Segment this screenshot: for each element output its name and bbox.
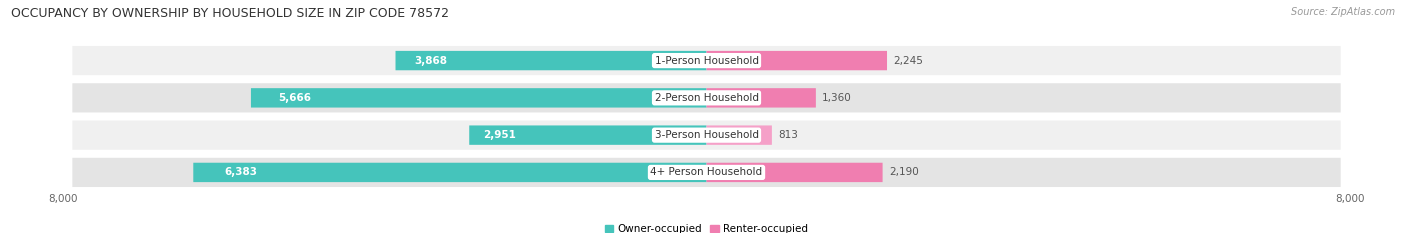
Text: 6,383: 6,383 <box>224 168 257 177</box>
FancyBboxPatch shape <box>72 45 1341 76</box>
Text: 2,951: 2,951 <box>484 130 516 140</box>
FancyBboxPatch shape <box>707 125 772 145</box>
Text: 813: 813 <box>779 130 799 140</box>
Text: 4+ Person Household: 4+ Person Household <box>651 168 762 177</box>
FancyBboxPatch shape <box>707 88 815 108</box>
Text: 1,360: 1,360 <box>823 93 852 103</box>
FancyBboxPatch shape <box>707 163 883 182</box>
Text: 2,245: 2,245 <box>893 56 924 65</box>
Text: 2,190: 2,190 <box>889 168 918 177</box>
FancyBboxPatch shape <box>395 51 707 70</box>
Text: 2-Person Household: 2-Person Household <box>655 93 758 103</box>
Text: 5,666: 5,666 <box>278 93 311 103</box>
FancyBboxPatch shape <box>470 125 707 145</box>
Text: Source: ZipAtlas.com: Source: ZipAtlas.com <box>1291 7 1395 17</box>
FancyBboxPatch shape <box>250 88 707 108</box>
FancyBboxPatch shape <box>707 51 887 70</box>
FancyBboxPatch shape <box>193 163 707 182</box>
FancyBboxPatch shape <box>72 120 1341 151</box>
FancyBboxPatch shape <box>72 157 1341 188</box>
Text: OCCUPANCY BY OWNERSHIP BY HOUSEHOLD SIZE IN ZIP CODE 78572: OCCUPANCY BY OWNERSHIP BY HOUSEHOLD SIZE… <box>11 7 450 20</box>
FancyBboxPatch shape <box>72 82 1341 113</box>
Text: 3,868: 3,868 <box>415 56 447 65</box>
Text: 3-Person Household: 3-Person Household <box>655 130 758 140</box>
Text: 1-Person Household: 1-Person Household <box>655 56 758 65</box>
Legend: Owner-occupied, Renter-occupied: Owner-occupied, Renter-occupied <box>600 220 813 233</box>
